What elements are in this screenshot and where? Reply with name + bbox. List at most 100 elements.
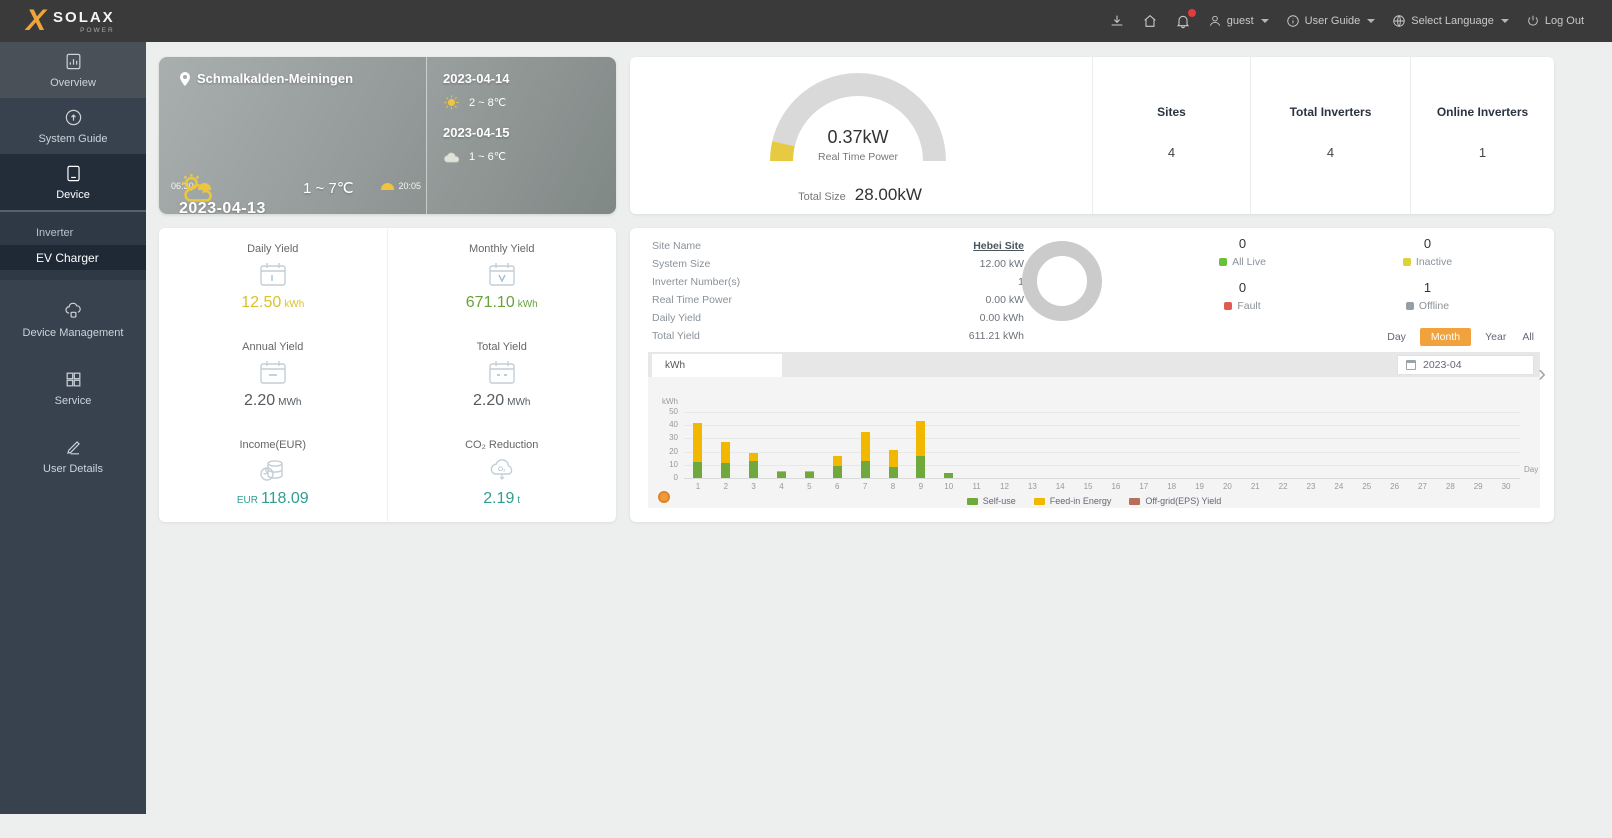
sidebar-item-system-guide[interactable]: System Guide: [0, 98, 146, 154]
legend-item-self-use[interactable]: Self-use: [966, 496, 1016, 506]
chevron-down-icon: [1367, 19, 1376, 23]
grid-line: [684, 451, 1520, 453]
bar-segment: [693, 422, 703, 463]
grid-line: [684, 464, 1520, 466]
date-picker[interactable]: 2023-04: [1397, 355, 1534, 375]
sidebar-item-device[interactable]: Device: [0, 154, 146, 210]
y-tick-label: 30: [669, 433, 678, 443]
yield-card: Daily Yield 12.50 kWh Monthly Yield 671.…: [159, 228, 616, 522]
x-tick-label: 12: [1000, 482, 1009, 491]
solax-logo: X SOLAX POWER: [26, 6, 115, 36]
download-icon[interactable]: [1109, 13, 1125, 29]
y-axis-unit: kWh: [662, 397, 678, 406]
language-label: Select Language: [1411, 15, 1494, 27]
unit-tab-kwh[interactable]: kWh: [652, 354, 782, 377]
coins-icon: [260, 459, 283, 481]
user-guide-label: User Guide: [1304, 15, 1361, 27]
bar-segment: [721, 463, 731, 478]
legend-item-off-grid-eps-yield[interactable]: Off-grid(EPS) Yield: [1129, 496, 1221, 506]
bar-segment: [749, 452, 759, 461]
sidebar-item-service[interactable]: Service: [0, 360, 146, 416]
annual-yield-stat: Annual Yield 2.20 MWh: [159, 326, 388, 424]
status-dot-gray: [1405, 302, 1414, 310]
bar-segment: [888, 466, 898, 478]
bar-segment: [944, 473, 954, 478]
chart-range-buttons: Day Month Year All: [1385, 328, 1536, 346]
language-menu[interactable]: Select Language: [1392, 14, 1509, 28]
sidebar: Overview System Guide Device Inverter EV…: [0, 42, 146, 814]
submenu-item-inverter[interactable]: Inverter: [0, 220, 146, 245]
x-tick-label: 8: [890, 482, 896, 491]
real-time-power-label: Real Time Power: [818, 151, 898, 163]
x-tick-label: 6: [835, 482, 840, 491]
x-tick-label: 1: [695, 482, 701, 491]
x-tick-label: 7: [862, 482, 868, 491]
submenu-item-ev-charger[interactable]: EV Charger: [0, 245, 146, 270]
yield-chart-area: kWh 2023-04 0 10 20 30 40 50 kWh 1 2 3 4 5 6 7 8 9 10 11 1…: [648, 352, 1540, 508]
x-tick-label: 10: [944, 482, 954, 491]
inverter-status-donut: [1022, 241, 1102, 321]
logo-primary-text: SOLAX: [53, 9, 115, 26]
sidebar-item-overview[interactable]: Overview: [0, 42, 146, 98]
forecast-day-1: 2023-04-14 2 ~ 8℃: [443, 71, 510, 110]
service-icon: [66, 372, 80, 386]
status-all-live: 0 All Live: [1150, 236, 1335, 268]
next-site-button[interactable]: ›: [1538, 360, 1546, 387]
x-tick-label: 26: [1390, 482, 1400, 491]
sidebar-item-device-management[interactable]: Device Management: [0, 292, 146, 348]
co2-reduction-stat: CO₂ Reduction O₂ 2.19 t: [465, 438, 539, 507]
sidebar-item-user-details[interactable]: User Details: [0, 428, 146, 484]
forecast-temp: 2 ~ 8℃: [469, 97, 507, 109]
field-site-name: Site Name Hebei Site: [652, 240, 1024, 252]
weather-card: Schmalkalden-Meiningen 06:30 20:05 2023-…: [159, 57, 616, 214]
legend-swatch: [966, 497, 978, 505]
range-button-all[interactable]: All: [1522, 331, 1534, 343]
y-tick-label: 10: [669, 459, 678, 469]
range-button-day[interactable]: Day: [1387, 331, 1406, 343]
chart-pager-dot[interactable]: [658, 491, 670, 503]
y-tick-label: 40: [669, 420, 678, 430]
x-tick-label: 29: [1473, 482, 1483, 491]
bar-segment: [804, 472, 814, 478]
sidebar-item-label: Overview: [50, 76, 96, 89]
stat-total-inverters: Total Inverters 4: [1250, 57, 1410, 214]
x-tick-label: 16: [1111, 482, 1121, 491]
field-inverter-number: Inverter Number(s) 1: [652, 276, 1024, 288]
range-button-month[interactable]: Month: [1419, 328, 1472, 346]
bar-segment: [832, 466, 842, 478]
chevron-down-icon: [1260, 19, 1269, 23]
sidebar-item-label: User Details: [43, 462, 103, 475]
user-guide-menu[interactable]: User Guide: [1286, 14, 1376, 28]
site-name-link[interactable]: Hebei Site: [973, 240, 1024, 252]
notification-bell-icon[interactable]: [1175, 9, 1196, 29]
chevron-down-icon: [1500, 19, 1509, 23]
logout-button[interactable]: Log Out: [1526, 14, 1584, 28]
field-system-size: System Size 12.00 kW: [652, 258, 1024, 270]
user-menu[interactable]: guest: [1208, 14, 1269, 28]
x-tick-label: 27: [1418, 482, 1427, 491]
warranty-home-icon[interactable]: [1142, 13, 1158, 29]
bar-segment: [749, 460, 759, 478]
cloud-icon: [444, 152, 460, 163]
topbar-actions: guest User Guide Select Language Log Out: [1109, 9, 1584, 29]
legend-label: Feed-in Energy: [1049, 496, 1112, 506]
calendar-year-icon: [260, 360, 286, 384]
weather-location: Schmalkalden-Meiningen: [179, 71, 353, 86]
weather-forecast: 2023-04-14 2 ~ 8℃ 2023-04-15 1 ~ 6℃: [426, 57, 616, 214]
range-button-year[interactable]: Year: [1485, 331, 1507, 343]
x-tick-label: 18: [1167, 482, 1177, 491]
legend-item-feed-in-energy[interactable]: Feed-in Energy: [1033, 496, 1112, 506]
x-axis-name: Day: [1524, 465, 1539, 474]
svg-text:O₂: O₂: [498, 466, 506, 473]
x-tick-label: 3: [751, 482, 756, 491]
user-name: guest: [1226, 15, 1254, 27]
forecast-day-2: 2023-04-15 1 ~ 6℃: [443, 125, 510, 163]
field-daily-yield: Daily Yield 0.00 kWh: [652, 312, 1024, 324]
x-tick-label: 24: [1334, 482, 1344, 491]
stat-online-inverters: Online Inverters 1: [1410, 57, 1554, 214]
sunrise-sunset-row: 06:30 20:05: [171, 181, 421, 191]
sun-icon: [444, 95, 459, 110]
logout-label: Log Out: [1544, 15, 1584, 27]
status-summary: 0 All Live 0 Inactive 0 Fault 1 Offline: [1150, 236, 1520, 312]
